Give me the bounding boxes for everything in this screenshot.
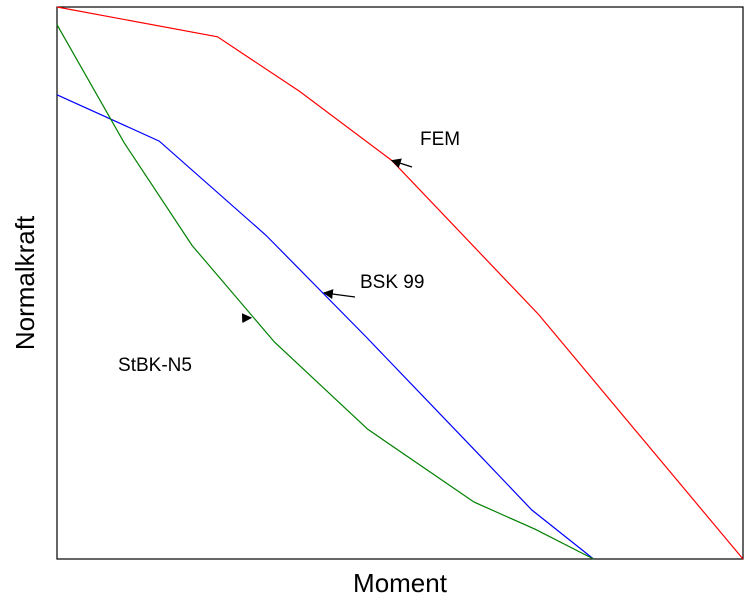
annotation-arrow-bsk-99 bbox=[322, 289, 356, 300]
annotation-layer: FEM BSK 99 StBK-N5 bbox=[118, 129, 460, 376]
x-axis-label: Moment bbox=[353, 568, 448, 598]
annotation-label-stbk-n5: StBK-N5 bbox=[118, 355, 192, 376]
annotation-arrow-fem bbox=[390, 158, 413, 169]
y-axis-label: Normalkraft bbox=[10, 215, 40, 350]
series-line-bsk-99 bbox=[56, 94, 594, 560]
series-layer bbox=[56, 6, 744, 560]
annotation-label-bsk-99: BSK 99 bbox=[360, 272, 424, 293]
series-line-stbk-n5 bbox=[56, 24, 594, 560]
annotation-label-fem: FEM bbox=[420, 129, 460, 150]
series-line-fem bbox=[56, 6, 744, 560]
plot-area-frame bbox=[56, 6, 744, 560]
